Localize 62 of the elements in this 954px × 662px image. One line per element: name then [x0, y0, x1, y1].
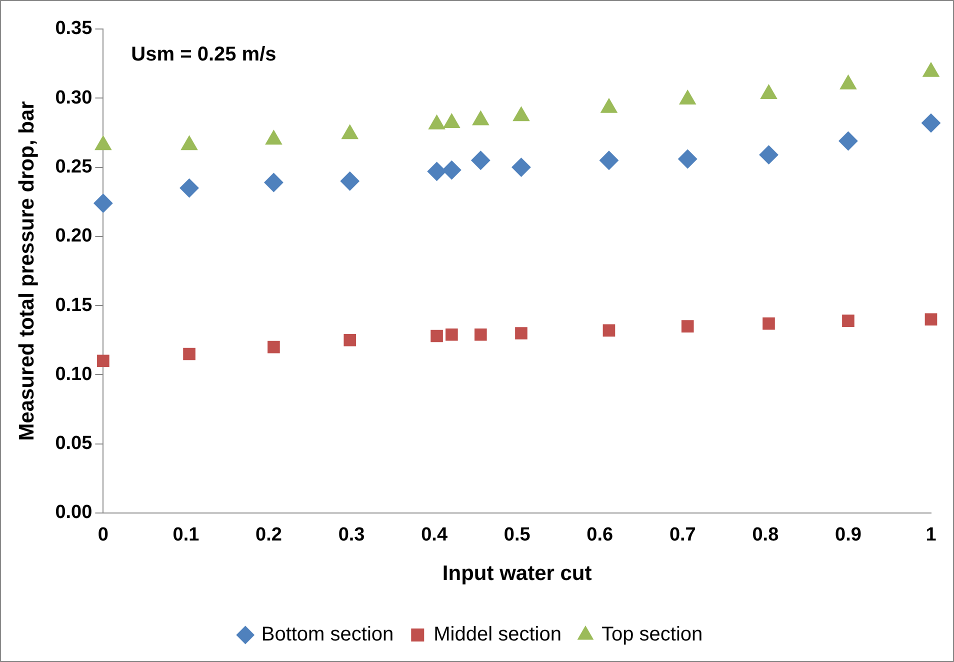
x-tick-label: 0 [98, 524, 108, 546]
y-tick-label: 0.25 [55, 156, 93, 178]
x-tick-label: 0.3 [338, 524, 365, 546]
point [268, 340, 280, 354]
point [94, 194, 113, 213]
point [428, 114, 446, 130]
y-tick-label: 0.00 [55, 502, 92, 524]
x-tick-label: 0.9 [835, 524, 862, 546]
point [762, 317, 775, 330]
point [474, 328, 487, 341]
point [759, 145, 778, 164]
legend-label: Top section [601, 624, 703, 646]
point [180, 178, 199, 198]
point [922, 62, 940, 77]
x-tick-label: 0.5 [504, 524, 531, 546]
y-tick-label: 0.20 [55, 226, 92, 247]
y-tick-label: 0.35 [55, 18, 93, 40]
y-tick-label: 0.15 [55, 294, 93, 316]
legend-label: Bottom section [261, 624, 394, 646]
point [443, 114, 460, 128]
point [678, 149, 698, 168]
point [681, 320, 694, 332]
x-axis-title: Input water cut [442, 562, 592, 586]
point [344, 334, 356, 346]
x-tick-label: 0.7 [669, 524, 696, 546]
point [265, 130, 282, 145]
point [97, 354, 110, 368]
point [512, 158, 531, 177]
y-tick-label: 0.10 [55, 364, 92, 385]
point [842, 314, 854, 327]
point [427, 162, 446, 181]
y-tick-label: 0.05 [55, 433, 93, 454]
point [599, 150, 618, 170]
point [442, 160, 462, 180]
point [342, 124, 358, 140]
point [924, 313, 938, 326]
x-tick-label: 0.2 [256, 524, 282, 546]
x-tick-label: 0.6 [586, 524, 614, 546]
point [183, 348, 196, 360]
annotation: Usm = 0.25 m/s [131, 44, 276, 66]
point [679, 90, 696, 105]
x-tick-label: 0.1 [172, 524, 200, 546]
point [840, 74, 857, 90]
point [94, 136, 112, 150]
point [264, 172, 284, 192]
y-tick-label: 0.30 [55, 87, 92, 108]
x-tick-label: 1 [926, 524, 937, 546]
point [515, 327, 528, 340]
point [512, 106, 530, 122]
x-tick-label: 0.4 [421, 524, 448, 546]
point [602, 324, 616, 337]
legend-label: Middel section [434, 624, 562, 646]
x-tick-label: 0.8 [752, 524, 779, 546]
point [430, 330, 443, 342]
point [600, 98, 618, 113]
point [340, 172, 360, 191]
point [760, 84, 778, 99]
point [180, 136, 198, 150]
point [446, 328, 458, 341]
point [472, 110, 489, 126]
y-axis-title: Measured total pressure drop, bar [15, 101, 38, 441]
point [471, 150, 490, 170]
